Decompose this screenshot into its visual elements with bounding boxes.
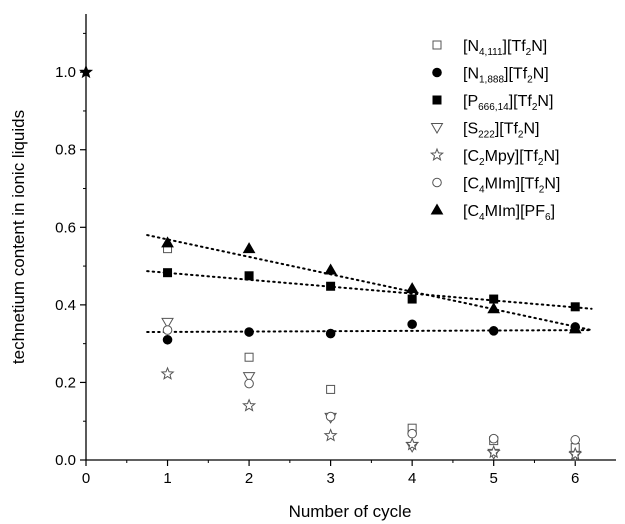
series-0-point	[326, 384, 336, 394]
y-tick-label: 0.6	[55, 219, 76, 236]
series-1-point	[488, 326, 499, 336]
series-1-point	[325, 328, 336, 339]
trend-line	[146, 329, 593, 334]
series-1-point	[162, 334, 173, 345]
series-4-point	[160, 366, 175, 380]
y-ticks: 0.0 0.2 0.4 0.6 0.8 1.0	[55, 32, 86, 469]
trend-line	[146, 234, 593, 332]
legend-entry: [C2Mpy][Tf2N]	[463, 148, 559, 168]
series-4-point	[405, 437, 420, 451]
series-2-point	[407, 294, 417, 304]
series-5-point	[488, 433, 499, 444]
x-tick-label: 4	[408, 470, 416, 487]
origin-point	[78, 64, 94, 79]
series-4-point	[486, 444, 501, 459]
series-4-point	[242, 398, 257, 412]
series-5-point	[244, 378, 254, 389]
series-0-point	[244, 352, 254, 362]
y-tick-label: 0.8	[55, 142, 76, 159]
x-tick-label: 1	[163, 470, 171, 487]
y-tick-label: 1.0	[55, 64, 76, 81]
series-5-point	[570, 435, 581, 445]
legend-entry: [P666,14][Tf2N]	[463, 93, 553, 113]
series-5-point	[325, 411, 336, 422]
x-ticks: 0 1 2 3 4 5 6	[82, 460, 579, 487]
legend-entry: [N4,111][Tf2N]	[463, 38, 547, 58]
series-6-point	[568, 322, 582, 334]
series-6-point	[161, 236, 174, 248]
x-tick-label: 3	[326, 470, 334, 487]
series-1-point	[244, 327, 254, 337]
legend-entry: [S222][Tf2N]	[463, 121, 539, 141]
series-2-point	[489, 294, 499, 304]
series-1-point	[407, 319, 417, 330]
series-2-point	[326, 281, 336, 291]
y-tick-label: 0.2	[55, 374, 76, 391]
series-4-point	[323, 428, 338, 442]
plot-area: 0 1 2 3 4 5 6 0.0 0.2 0.4 0.6 0.8 1.0	[55, 14, 616, 487]
y-tick-label: 0.4	[55, 297, 76, 314]
legend-marker	[432, 67, 442, 78]
legend-entry: [C4MIm][Tf2N]	[463, 176, 560, 196]
legend-marker	[430, 203, 444, 215]
legend-marker	[432, 177, 442, 188]
series-4-point	[568, 446, 583, 461]
series-2-point	[163, 268, 173, 278]
legend-entry: [N1,888][Tf2N]	[463, 66, 549, 86]
series-5-point	[407, 428, 417, 439]
data-points	[78, 64, 583, 462]
x-tick-label: 5	[490, 470, 498, 487]
x-tick-label: 2	[245, 470, 253, 487]
series-3-point	[161, 317, 174, 329]
trend-lines	[146, 234, 593, 334]
legend-marker	[430, 123, 444, 134]
x-tick-label: 0	[82, 470, 90, 487]
series-5-point	[162, 325, 173, 335]
series-6-point	[324, 263, 337, 275]
legend-marker	[432, 95, 442, 105]
y-tick-label: 0.0	[55, 452, 76, 469]
series-2-point	[570, 302, 580, 312]
series-3-point	[242, 372, 256, 384]
x-tick-label: 6	[571, 470, 579, 487]
y-axis-title: technetium content in ionic liquids	[9, 110, 28, 364]
legend: [N4,111][Tf2N] [N1,888][Tf2N] [P666,14][Tf…	[429, 38, 560, 223]
legend-marker	[432, 40, 442, 50]
trend-line	[146, 270, 593, 310]
legend-entry: [C4MIm][PF6]	[463, 203, 555, 223]
x-axis-title: Number of cycle	[289, 502, 412, 521]
series-2-point	[244, 271, 254, 281]
series-6-point	[405, 282, 419, 294]
series-6-point	[242, 242, 256, 254]
series-6-point	[487, 302, 501, 314]
legend-marker	[429, 147, 445, 161]
